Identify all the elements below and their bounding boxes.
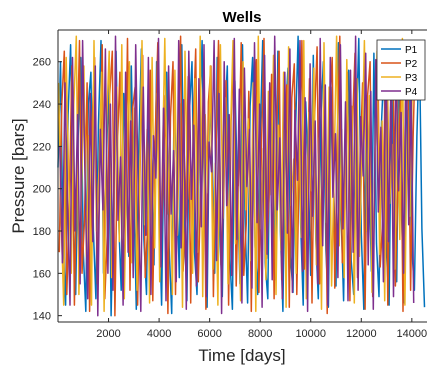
legend: P1 P2 P3 P4 xyxy=(376,39,426,101)
x-tick-label: 2000 xyxy=(96,328,120,340)
ticks-layer: 2000 4000 6000 8000 10000 12000 14000 140 160 180… xyxy=(33,30,427,340)
y-tick-label: 240 xyxy=(33,99,51,111)
legend-box xyxy=(376,39,426,101)
legend-label-p2: P2 xyxy=(405,59,418,70)
x-tick-label: 10000 xyxy=(295,328,326,340)
legend-label-p1: P1 xyxy=(405,45,418,56)
y-tick-label: 160 xyxy=(33,268,51,280)
legend-label-p4: P4 xyxy=(405,87,418,98)
x-tick-label: 4000 xyxy=(147,328,171,340)
y-tick-label: 220 xyxy=(33,141,51,153)
x-tick-label: 14000 xyxy=(397,328,427,340)
y-tick-label: 180 xyxy=(33,226,51,238)
series-line-p4 xyxy=(59,35,415,317)
x-tick-label: 8000 xyxy=(248,328,272,340)
x-tick-label: 6000 xyxy=(197,328,221,340)
y-tick-label: 200 xyxy=(33,184,51,196)
y-axis-label: Pressure [bars] xyxy=(9,118,28,233)
legend-label-p3: P3 xyxy=(405,73,418,84)
chart-title: Wells xyxy=(223,9,262,26)
x-tick-label: 12000 xyxy=(346,328,377,340)
y-tick-label: 140 xyxy=(33,311,51,323)
x-axis-label: Time [days] xyxy=(198,346,285,365)
series-layer xyxy=(57,35,426,317)
y-tick-label: 260 xyxy=(33,57,51,69)
